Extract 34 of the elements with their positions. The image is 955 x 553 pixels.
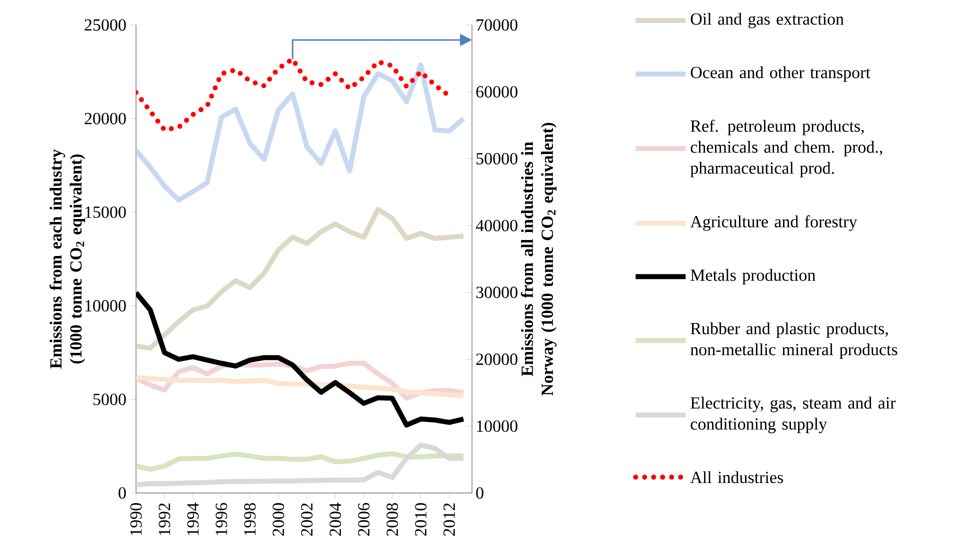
x-tick-label: 2006 [358, 503, 370, 536]
y2-tick-label: 30000 [476, 286, 518, 298]
legend-label: Metals production [690, 268, 816, 284]
y2-tick-label: 70000 [476, 19, 518, 31]
x-tick-label: 2012 [443, 503, 455, 536]
x-tick-label: 2010 [415, 503, 426, 536]
legend-label: All industries [690, 471, 784, 484]
x-tick-label: 1992 [158, 503, 170, 536]
x-tick-label: 1994 [187, 502, 199, 536]
y2-tick-label: 0 [476, 487, 484, 499]
y-tick-label: 10000 [85, 300, 126, 312]
y2-tick-label: 20000 [476, 354, 518, 366]
y2-tick-label: 10000 [477, 420, 518, 432]
y2-tick-label: 60000 [476, 86, 518, 98]
legend-label: Rubber and plastic products, non-metallic mineral products [690, 322, 898, 359]
x-tick-label: 2002 [301, 503, 313, 536]
x-tick-label: 2008 [386, 503, 398, 536]
legend-label: Agriculture and forestry [690, 215, 858, 231]
x-tick-label: 1990 [130, 503, 142, 536]
y-tick-label: 0 [118, 487, 126, 499]
legend-label: Ref. petroleum products, chemicals and chem. prod., pharmaceutical prod. [690, 120, 882, 178]
y2-tick-label: 40000 [476, 220, 518, 232]
legend-label: Electricity, gas, steam and air conditioning supply [690, 396, 896, 434]
x-tick-label: 1998 [244, 503, 256, 536]
legend-label: Ocean and other transport [690, 66, 870, 82]
x-tick-label: 1996 [216, 503, 228, 536]
x-tick-label: 2004 [330, 502, 342, 536]
x-tick-label: 2000 [272, 503, 284, 536]
y-tick-label: 25000 [84, 19, 126, 31]
y2-tick-label: 50000 [476, 152, 518, 164]
y-tick-label: 5000 [93, 394, 126, 406]
y-tick-label: 15000 [85, 206, 126, 218]
y-tick-label: 20000 [84, 112, 126, 124]
legend-label: Oil and gas extraction [690, 12, 844, 28]
